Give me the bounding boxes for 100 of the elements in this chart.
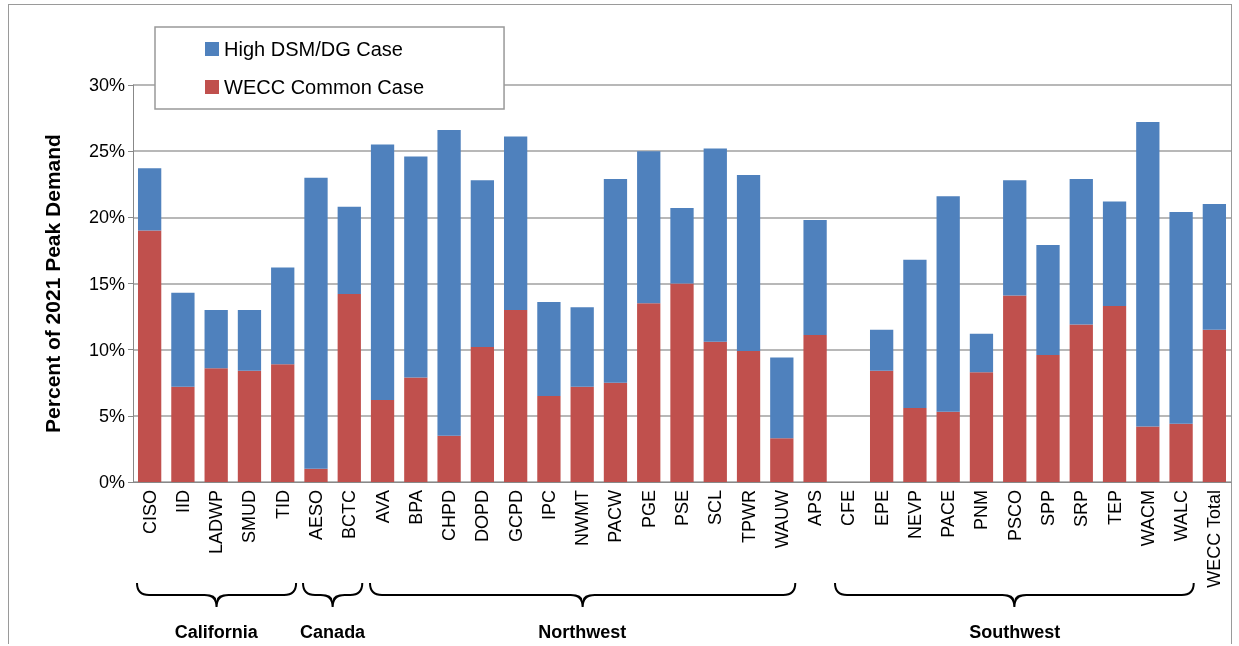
x-tick-label: SPP bbox=[1038, 490, 1058, 527]
x-tick-label: NEVP bbox=[904, 490, 925, 540]
x-tick-label: AESO bbox=[306, 490, 326, 541]
x-tick-label: TPWR bbox=[738, 490, 759, 543]
x-tick-label: PACW bbox=[605, 490, 626, 543]
bar bbox=[1136, 122, 1160, 427]
x-tick-label: PGE bbox=[638, 490, 659, 529]
bar bbox=[171, 386, 195, 482]
x-tick-label: BPA bbox=[405, 490, 426, 525]
bar bbox=[204, 368, 228, 482]
bar bbox=[137, 230, 162, 482]
bar bbox=[803, 219, 827, 336]
text: California bbox=[174, 622, 258, 643]
x-tick-label: AVA bbox=[372, 490, 393, 524]
bar bbox=[404, 156, 428, 378]
bar bbox=[1136, 426, 1160, 482]
bar bbox=[670, 208, 694, 284]
bar bbox=[869, 329, 894, 371]
x-tick-label: CISO bbox=[139, 490, 160, 535]
x-tick-label: IID bbox=[172, 490, 193, 514]
x-tick-label: TEP bbox=[1104, 490, 1125, 526]
bar bbox=[437, 129, 461, 436]
x-tick-label: BCTC bbox=[339, 490, 360, 539]
x-tick-label: DOPD bbox=[472, 490, 493, 543]
bar bbox=[271, 364, 295, 482]
x-tick-label: TID bbox=[272, 490, 293, 519]
y-axis-title: Percent of 2021 Peak Demand bbox=[41, 134, 64, 433]
bar bbox=[204, 309, 228, 369]
bar bbox=[404, 377, 428, 482]
bar bbox=[1069, 324, 1093, 482]
x-tick-label: IPC bbox=[538, 490, 559, 521]
bar bbox=[537, 395, 561, 482]
text: Canada bbox=[300, 622, 366, 643]
x-tick-label: PNM bbox=[971, 490, 992, 530]
bar bbox=[271, 267, 295, 365]
x-tick-label: CFE bbox=[838, 490, 859, 526]
y-tick-label: 10% bbox=[88, 339, 125, 360]
bar bbox=[503, 136, 528, 310]
y-tick-label: 15% bbox=[88, 273, 125, 294]
x-tick-label: APS bbox=[805, 490, 826, 527]
bar bbox=[503, 309, 528, 482]
x-tick-label: CHPD bbox=[439, 490, 460, 542]
bar bbox=[903, 407, 927, 482]
bar bbox=[437, 435, 461, 482]
bar bbox=[803, 335, 827, 482]
bar bbox=[1036, 245, 1060, 355]
x-tick-label: GCPD bbox=[505, 490, 526, 543]
bar bbox=[1003, 180, 1027, 296]
x-tick-label: WALC bbox=[1171, 490, 1192, 542]
bar bbox=[1169, 212, 1193, 424]
bar bbox=[1169, 423, 1193, 482]
bar bbox=[470, 180, 495, 348]
x-tick-label: PSCO bbox=[1004, 490, 1025, 542]
x-tick-label: NWMT bbox=[572, 490, 593, 546]
x-tick-label: SRP bbox=[1071, 490, 1092, 528]
text: Northwest bbox=[538, 622, 627, 643]
bar bbox=[903, 259, 927, 408]
bar bbox=[1202, 329, 1227, 482]
bar bbox=[304, 468, 328, 482]
legend-label: WECC Common Case bbox=[224, 76, 425, 98]
bar bbox=[1003, 295, 1027, 482]
bar bbox=[770, 357, 794, 439]
bar bbox=[1102, 201, 1127, 306]
y-tick-label: 0% bbox=[98, 472, 125, 492]
y-tick-label: 25% bbox=[88, 141, 125, 162]
bar bbox=[237, 370, 262, 482]
bar bbox=[337, 206, 361, 295]
bar bbox=[570, 307, 594, 387]
bar bbox=[603, 178, 628, 383]
bar bbox=[537, 302, 561, 396]
x-tick-label: SCL bbox=[705, 490, 726, 526]
bar bbox=[370, 399, 395, 482]
y-tick-label: 30% bbox=[88, 75, 125, 95]
x-tick-label: SMUD bbox=[239, 490, 260, 543]
bar bbox=[637, 151, 661, 304]
bar bbox=[703, 148, 727, 342]
bar bbox=[1102, 306, 1127, 482]
bar bbox=[304, 177, 328, 469]
x-tick-label: EPE bbox=[871, 490, 892, 527]
bar bbox=[736, 350, 761, 482]
bar bbox=[370, 144, 395, 400]
x-tick-label: PACE bbox=[938, 490, 959, 538]
bar bbox=[969, 372, 994, 482]
bar bbox=[969, 333, 994, 373]
bar bbox=[1036, 354, 1060, 482]
x-tick-label: LADWP bbox=[206, 490, 227, 555]
bar bbox=[869, 370, 894, 482]
bar bbox=[570, 386, 594, 482]
bar bbox=[171, 292, 195, 387]
bar bbox=[770, 438, 794, 482]
x-tick-label: WACM bbox=[1137, 490, 1158, 547]
bar bbox=[603, 382, 628, 482]
bar bbox=[703, 341, 727, 482]
bar bbox=[1069, 178, 1093, 325]
x-tick-label: PSE bbox=[672, 490, 692, 527]
bar bbox=[936, 196, 960, 412]
x-tick-label: WECC Total bbox=[1204, 490, 1225, 588]
bar bbox=[637, 303, 661, 482]
bar bbox=[470, 347, 495, 482]
legend-label: High DSM/DG Case bbox=[224, 38, 403, 60]
